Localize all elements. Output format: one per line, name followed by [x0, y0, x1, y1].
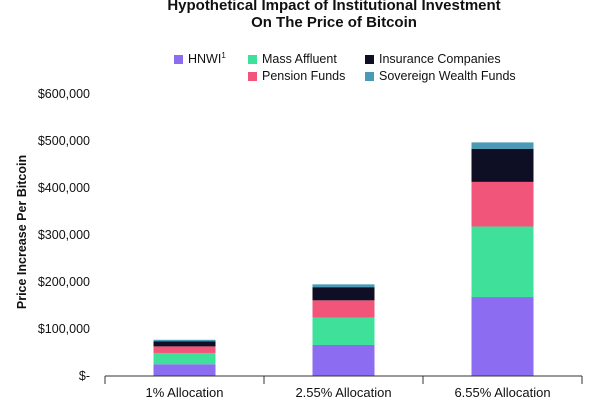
legend-label-2: Pension Funds — [262, 69, 345, 83]
chart-title-line-1: Hypothetical Impact of Institutional Inv… — [167, 0, 500, 14]
legend-swatch-2 — [248, 72, 257, 81]
y-tick-label: $200,000 — [38, 275, 90, 289]
y-axis-label: Price Increase Per Bitcoin — [15, 155, 29, 309]
y-tick-label: $100,000 — [38, 322, 90, 336]
bar-segment-pension-funds-1 — [312, 300, 375, 318]
bar-segment-hnwi-0 — [153, 364, 216, 376]
bars-group — [153, 142, 534, 376]
bar-segment-insurance-companies-2 — [471, 148, 534, 182]
bar-segment-hnwi-1 — [312, 344, 375, 376]
legend-label-3: Insurance Companies — [379, 52, 501, 66]
chart-legend: HNWI1 Mass Affluent Pension Funds Insurance… — [174, 51, 516, 83]
x-tick-label: 2.55% Allocation — [295, 385, 391, 400]
bar-segment-hnwi-2 — [471, 297, 534, 376]
bar-segment-pension-funds-0 — [153, 346, 216, 353]
legend-swatch-3 — [365, 55, 374, 64]
y-tick-label: $500,000 — [38, 134, 90, 148]
bar-segment-sovereign-wealth-funds-0 — [153, 339, 216, 342]
legend-swatch-4 — [365, 72, 374, 81]
y-tick-label: $400,000 — [38, 181, 90, 195]
legend-superscript-0: 1 — [221, 51, 226, 60]
y-tick-label: $- — [79, 369, 90, 383]
y-axis: $- $100,000 $200,000 $300,000 $400,000 $500,0… — [38, 87, 90, 383]
legend-label-0: HNWI1 — [188, 51, 226, 66]
bar-segment-pension-funds-2 — [471, 181, 534, 227]
bar-segment-mass-affluent-1 — [312, 317, 375, 345]
bar-segment-sovereign-wealth-funds-1 — [312, 284, 375, 288]
bar-segment-mass-affluent-2 — [471, 226, 534, 298]
bar-segment-insurance-companies-1 — [312, 287, 375, 301]
bar-segment-mass-affluent-0 — [153, 352, 216, 365]
x-axis: 1% Allocation 2.55% Allocation 6.55% Alloc… — [104, 375, 583, 400]
bar-segment-insurance-companies-0 — [153, 341, 216, 347]
chart-title-line-2: On The Price of Bitcoin — [251, 14, 417, 31]
legend-swatch-1 — [248, 55, 257, 64]
legend-swatch-0 — [174, 55, 183, 64]
y-tick-label: $300,000 — [38, 228, 90, 242]
bar-segment-sovereign-wealth-funds-2 — [471, 142, 534, 149]
legend-label-1: Mass Affluent — [262, 52, 337, 66]
x-tick-label: 1% Allocation — [145, 385, 223, 400]
y-tick-label: $600,000 — [38, 87, 90, 101]
legend-label-4: Sovereign Wealth Funds — [379, 69, 516, 83]
x-tick-label: 6.55% Allocation — [454, 385, 550, 400]
